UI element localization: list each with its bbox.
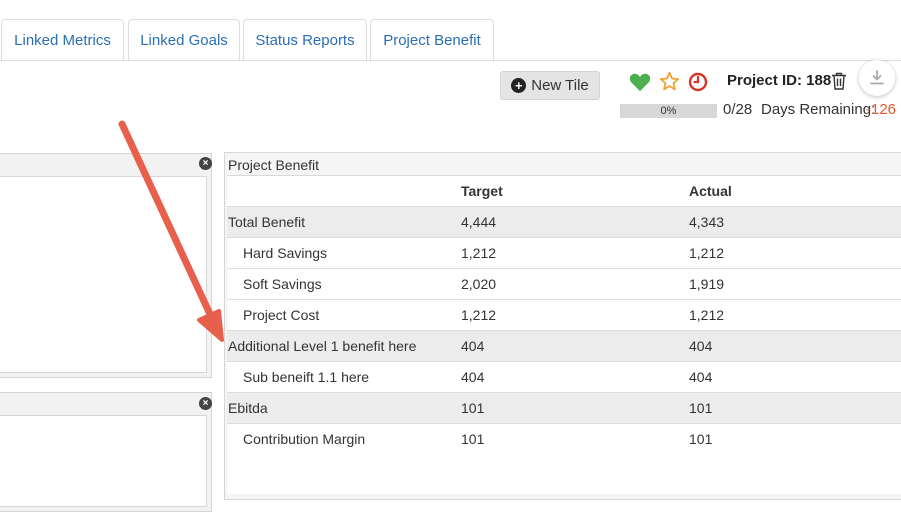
left-tile-1-body: [0, 176, 207, 373]
left-tile-2: [0, 392, 212, 512]
table-row: Hard Savings 1,212 1,212: [227, 238, 901, 269]
row-label: Total Benefit: [228, 214, 306, 230]
plus-icon: +: [511, 78, 527, 93]
row-target: 101: [461, 431, 485, 447]
row-target: 1,212: [461, 245, 497, 261]
row-label: Additional Level 1 benefit here: [228, 338, 417, 354]
heart-icon[interactable]: [629, 72, 651, 92]
row-label: Sub beneift 1.1 here: [243, 369, 370, 385]
row-label: Ebitda: [228, 400, 268, 416]
row-actual: 404: [689, 338, 713, 354]
row-target: 4,444: [461, 214, 497, 230]
days-remaining-value: -126: [866, 101, 897, 118]
tab-status-reports[interactable]: Status Reports: [243, 19, 367, 60]
row-actual: 101: [689, 400, 713, 416]
tab-linked-metrics[interactable]: Linked Metrics: [1, 19, 124, 60]
progress-percent: 0%: [660, 105, 677, 117]
row-label: Contribution Margin: [243, 431, 366, 447]
table-row: Sub beneift 1.1 here 404 404: [227, 362, 901, 393]
row-actual: 1,919: [689, 276, 725, 292]
close-icon[interactable]: ×: [199, 157, 212, 170]
row-actual: 101: [689, 431, 713, 447]
column-header-actual: Actual: [689, 183, 732, 199]
benefit-table: Target Actual Total Benefit 4,444 4,343 …: [227, 175, 901, 494]
progress-bar: 0%: [620, 104, 717, 118]
row-target: 101: [461, 400, 485, 416]
row-actual: 4,343: [689, 214, 725, 230]
progress-count: 0/28: [723, 101, 753, 118]
tab-divider: [0, 60, 901, 61]
tab-linked-goals[interactable]: Linked Goals: [128, 19, 240, 60]
project-benefit-panel: Project Benefit Target Actual Total Bene…: [224, 152, 901, 500]
table-row: Ebitda 101 101: [227, 393, 901, 424]
row-target: 2,020: [461, 276, 497, 292]
row-actual: 404: [689, 369, 713, 385]
clock-icon[interactable]: [688, 72, 708, 92]
table-row: Soft Savings 2,020 1,919: [227, 269, 901, 300]
row-label: Hard Savings: [243, 245, 328, 261]
tab-project-benefit[interactable]: Project Benefit: [370, 19, 494, 61]
left-tile-1: [0, 153, 212, 378]
table-row: Contribution Margin 101 101: [227, 424, 901, 455]
project-id: Project ID: 188: [727, 72, 832, 89]
table-row: Additional Level 1 benefit here 404 404: [227, 331, 901, 362]
new-tile-button[interactable]: + New Tile: [500, 71, 600, 100]
row-label: Project Cost: [243, 307, 320, 323]
trash-icon[interactable]: [831, 72, 847, 90]
row-actual: 1,212: [689, 307, 725, 323]
column-header-target: Target: [461, 183, 503, 199]
star-icon[interactable]: [659, 71, 680, 92]
table-row: Project Cost 1,212 1,212: [227, 300, 901, 331]
days-remaining-label: Days Remaining:: [761, 101, 876, 118]
panel-title: Project Benefit: [228, 157, 320, 173]
row-label: Soft Savings: [243, 276, 322, 292]
row-actual: 1,212: [689, 245, 725, 261]
download-icon: [870, 70, 884, 85]
close-icon[interactable]: ×: [199, 397, 212, 410]
row-target: 404: [461, 338, 485, 354]
left-tile-2-body: [0, 415, 207, 507]
table-header-row: Target Actual: [227, 176, 901, 207]
table-row: Total Benefit 4,444 4,343: [227, 207, 901, 238]
row-target: 404: [461, 369, 485, 385]
download-button[interactable]: [859, 60, 895, 96]
new-tile-label: New Tile: [531, 77, 589, 94]
row-target: 1,212: [461, 307, 497, 323]
